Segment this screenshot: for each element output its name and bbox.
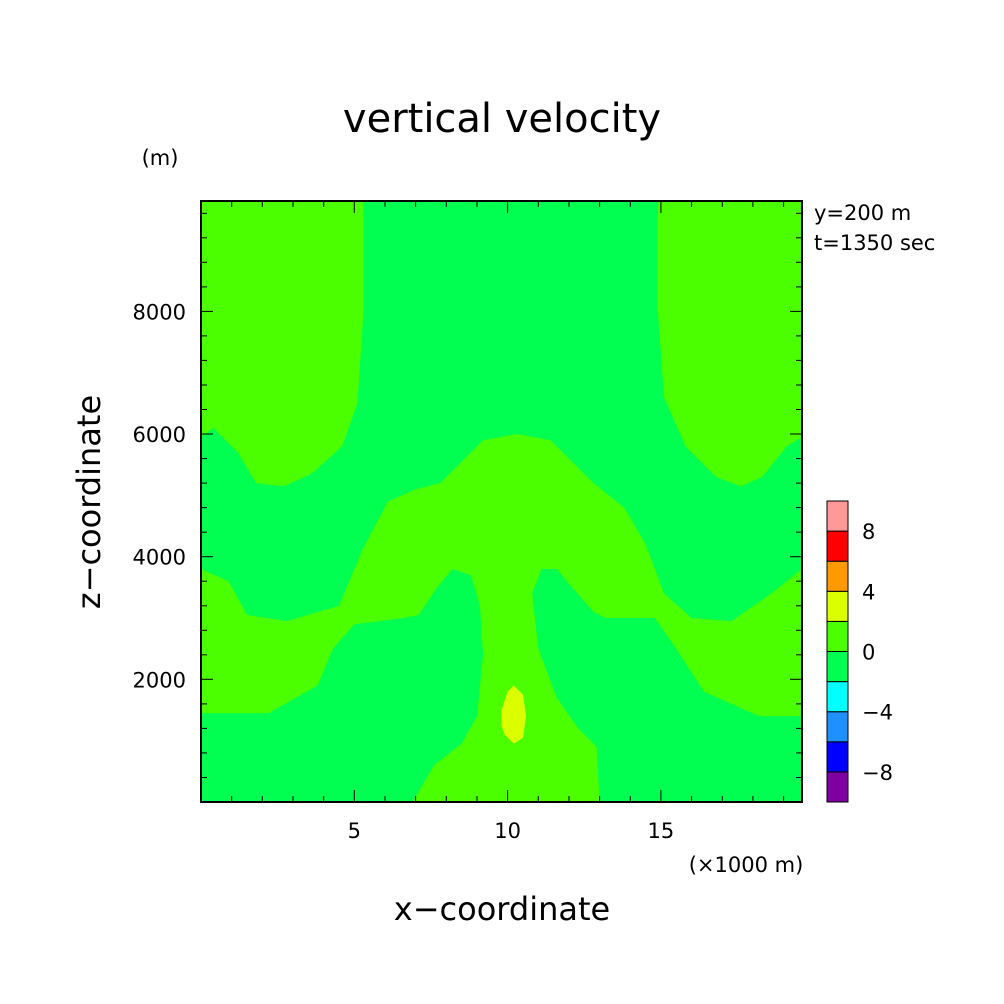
- colorbar-swatch: [826, 741, 849, 773]
- colorbar-tick-label: 8: [862, 520, 875, 544]
- contour-regions: [201, 201, 802, 802]
- contour-region-1: [201, 201, 364, 487]
- x-axis-unit: (×1000 m): [689, 853, 804, 877]
- colorbar-swatch: [826, 500, 849, 532]
- colorbar-swatch: [826, 711, 849, 743]
- contour-region-3: [201, 434, 802, 802]
- y-tick-labels: 2000 4000 6000 8000: [133, 300, 186, 692]
- colorbar-tick-label: −4: [862, 701, 893, 725]
- colorbar-swatch: [826, 651, 849, 683]
- y-tick-label: 6000: [133, 423, 186, 447]
- colorbar-tick-label: 0: [862, 641, 875, 665]
- colorbar-tick-label: 4: [862, 580, 875, 604]
- x-tick-label: 10: [494, 819, 521, 843]
- y-tick-label: 8000: [133, 300, 186, 324]
- plot-area: [200, 200, 803, 803]
- annotation-y-position: y=200 m: [814, 201, 911, 225]
- y-tick-label: 4000: [133, 546, 186, 570]
- colorbar-swatch: [826, 560, 849, 592]
- y-axis-unit: (m): [142, 146, 179, 170]
- chart-title: vertical velocity: [343, 96, 661, 142]
- annotation-time: t=1350 sec: [814, 231, 935, 255]
- plot-frame: [200, 200, 803, 803]
- x-tick-labels: 5 10 15: [348, 819, 675, 843]
- contour-region-4: [501, 685, 526, 744]
- x-axis-label: x−coordinate: [394, 890, 610, 928]
- colorbar-swatch: [826, 771, 849, 803]
- colorbar-swatch: [826, 681, 849, 713]
- colorbar-tick-label: −8: [862, 761, 893, 785]
- x-tick-label: 15: [648, 819, 675, 843]
- y-axis-label: z−coordinate: [70, 395, 108, 609]
- contour-region-2: [657, 201, 802, 487]
- y-tick-label: 2000: [133, 668, 186, 692]
- colorbar: −8 −4 0 4 8: [826, 500, 893, 803]
- x-tick-label: 5: [348, 819, 361, 843]
- colorbar-swatch: [826, 590, 849, 622]
- colorbar-swatch: [826, 530, 849, 562]
- colorbar-swatch: [826, 620, 849, 653]
